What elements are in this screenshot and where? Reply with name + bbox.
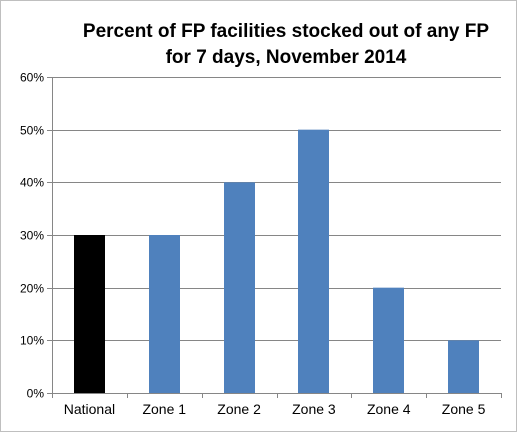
y-tick-label: 60% [20,71,44,85]
y-tick-label: 40% [20,176,44,190]
y-tick-label: 0% [27,387,45,401]
bar [224,182,255,393]
x-category-label: National [64,401,115,417]
bar [448,340,479,393]
bar [149,235,180,393]
x-category-label: Zone 1 [142,401,186,417]
x-category-label: Zone 3 [292,401,336,417]
y-tick-label: 30% [20,229,44,243]
x-category-label: Zone 2 [217,401,261,417]
y-tick-label: 50% [20,124,44,138]
x-category-label: Zone 4 [367,401,411,417]
bar [74,235,105,393]
y-tick-label: 10% [20,334,44,348]
bar [373,287,404,393]
chart-title: Percent of FP facilities stocked out of … [82,21,490,68]
y-tick-label: 20% [20,282,44,296]
x-category-label: Zone 5 [442,401,486,417]
bar [298,129,329,393]
